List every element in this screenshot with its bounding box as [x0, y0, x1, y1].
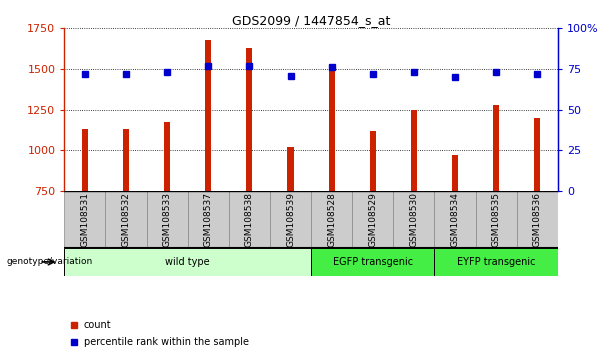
- Bar: [435, 248, 558, 276]
- Bar: [411, 110, 417, 191]
- Text: GSM108530: GSM108530: [409, 192, 419, 247]
- Title: GDS2099 / 1447854_s_at: GDS2099 / 1447854_s_at: [232, 14, 390, 27]
- Text: wild type: wild type: [166, 257, 210, 267]
- Text: EGFP transgenic: EGFP transgenic: [333, 257, 413, 267]
- Bar: [105, 191, 147, 248]
- Text: GSM108533: GSM108533: [162, 192, 172, 247]
- Text: GSM108528: GSM108528: [327, 192, 336, 247]
- Bar: [534, 118, 540, 191]
- Bar: [205, 40, 211, 191]
- Text: GSM108538: GSM108538: [245, 192, 254, 247]
- Bar: [311, 248, 435, 276]
- Text: count: count: [84, 320, 112, 330]
- Bar: [188, 191, 229, 248]
- Bar: [352, 191, 394, 248]
- Bar: [394, 191, 435, 248]
- Bar: [435, 191, 476, 248]
- Text: percentile rank within the sample: percentile rank within the sample: [84, 337, 249, 347]
- Bar: [82, 129, 88, 191]
- Bar: [311, 191, 352, 248]
- Text: GSM108532: GSM108532: [121, 192, 131, 247]
- Bar: [476, 191, 517, 248]
- Text: EYFP transgenic: EYFP transgenic: [457, 257, 535, 267]
- Bar: [493, 105, 499, 191]
- Text: GSM108535: GSM108535: [492, 192, 501, 247]
- Bar: [287, 147, 294, 191]
- Bar: [370, 131, 376, 191]
- Bar: [452, 154, 458, 191]
- Bar: [329, 71, 335, 191]
- Bar: [164, 122, 170, 191]
- Text: GSM108539: GSM108539: [286, 192, 295, 247]
- Text: genotype/variation: genotype/variation: [6, 257, 93, 267]
- Bar: [246, 48, 253, 191]
- Bar: [270, 191, 311, 248]
- Text: GSM108529: GSM108529: [368, 192, 377, 247]
- Bar: [229, 191, 270, 248]
- Bar: [517, 191, 558, 248]
- Bar: [64, 248, 311, 276]
- Text: GSM108536: GSM108536: [533, 192, 542, 247]
- Bar: [123, 129, 129, 191]
- Text: GSM108534: GSM108534: [451, 192, 460, 247]
- Bar: [147, 191, 188, 248]
- Text: GSM108531: GSM108531: [80, 192, 89, 247]
- Text: GSM108537: GSM108537: [204, 192, 213, 247]
- Bar: [64, 191, 105, 248]
